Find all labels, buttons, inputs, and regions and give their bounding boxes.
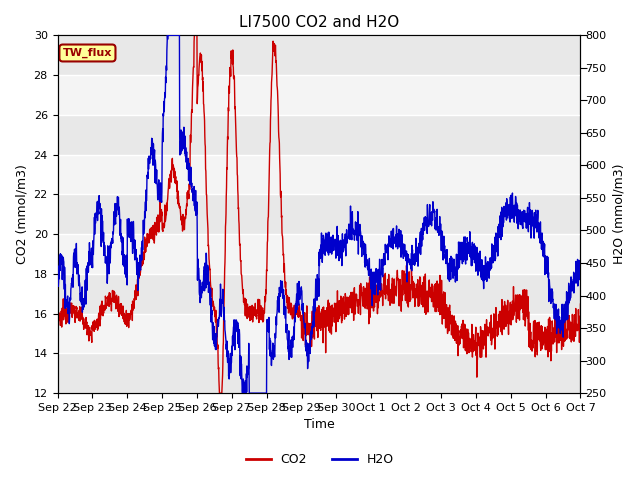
Bar — [58, 313, 580, 353]
Bar — [58, 75, 580, 115]
Bar — [58, 155, 580, 194]
Bar — [58, 274, 580, 313]
Bar — [58, 234, 580, 274]
Bar — [58, 115, 580, 155]
Bar — [58, 36, 580, 75]
X-axis label: Time: Time — [303, 419, 334, 432]
Bar — [58, 353, 580, 393]
Bar — [58, 194, 580, 234]
Title: LI7500 CO2 and H2O: LI7500 CO2 and H2O — [239, 15, 399, 30]
Text: TW_flux: TW_flux — [63, 48, 112, 58]
Y-axis label: CO2 (mmol/m3): CO2 (mmol/m3) — [15, 164, 28, 264]
Y-axis label: H2O (mmol/m3): H2O (mmol/m3) — [612, 164, 625, 264]
Legend: CO2, H2O: CO2, H2O — [241, 448, 399, 471]
